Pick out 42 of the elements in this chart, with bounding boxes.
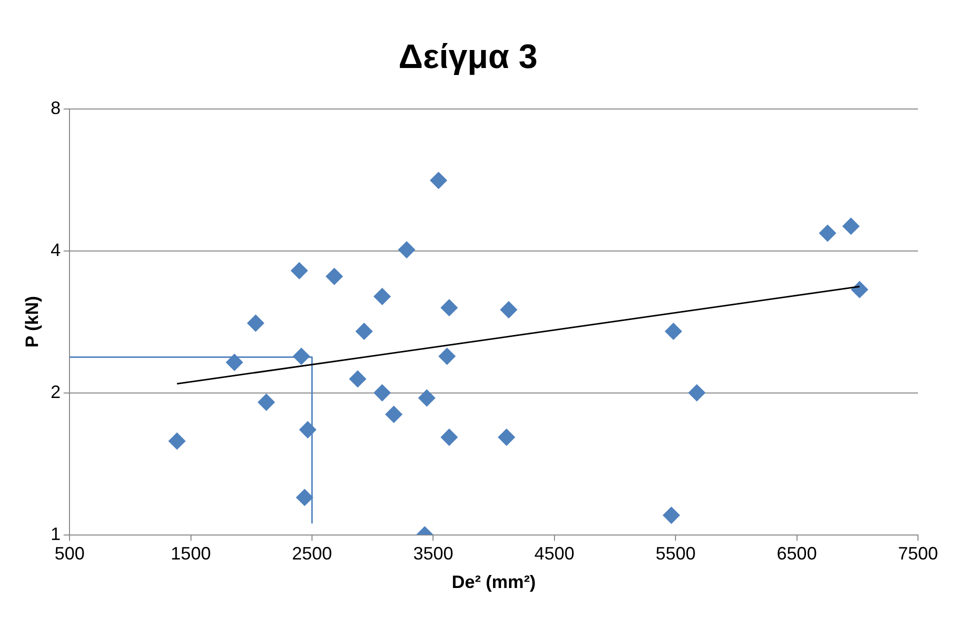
y-tick-label: 8: [50, 98, 61, 118]
point: [296, 488, 314, 506]
point: [258, 394, 275, 411]
point: [688, 384, 706, 402]
point: [440, 428, 458, 446]
point: [374, 288, 391, 306]
point: [664, 322, 682, 340]
y-tick-label: 1: [50, 524, 61, 544]
x-tick-label: 2500: [292, 544, 332, 564]
y-tick-label: 4: [50, 240, 61, 260]
point: [326, 268, 343, 285]
x-tick-label: 3500: [413, 544, 454, 564]
point: [662, 506, 680, 524]
x-tick-label: 7500: [898, 544, 938, 564]
y-axis-title: P (kN): [22, 296, 42, 348]
point: [168, 432, 186, 450]
point: [438, 348, 456, 365]
point: [290, 262, 308, 280]
point: [385, 406, 402, 423]
point: [498, 428, 516, 446]
point: [374, 384, 391, 402]
point: [247, 314, 264, 332]
point: [819, 224, 836, 242]
point: [842, 218, 860, 235]
x-tick-label: 500: [54, 544, 85, 564]
x-tick-label: 6500: [776, 544, 817, 564]
point: [500, 301, 518, 318]
x-tick-label: 5500: [656, 544, 696, 564]
point: [356, 322, 373, 340]
x-tick-label: 1500: [170, 544, 211, 564]
point: [440, 299, 458, 316]
x-tick-label: 4500: [534, 544, 574, 564]
point: [398, 241, 416, 258]
point: [418, 389, 436, 406]
point: [299, 421, 316, 438]
y-tick-label: 2: [50, 382, 61, 402]
point: [430, 172, 448, 189]
point: [851, 281, 868, 298]
point: [349, 370, 366, 388]
chart-title: Δείγμα 3: [398, 38, 538, 76]
x-axis-title: De² (mm²): [452, 572, 536, 592]
point: [226, 354, 243, 371]
